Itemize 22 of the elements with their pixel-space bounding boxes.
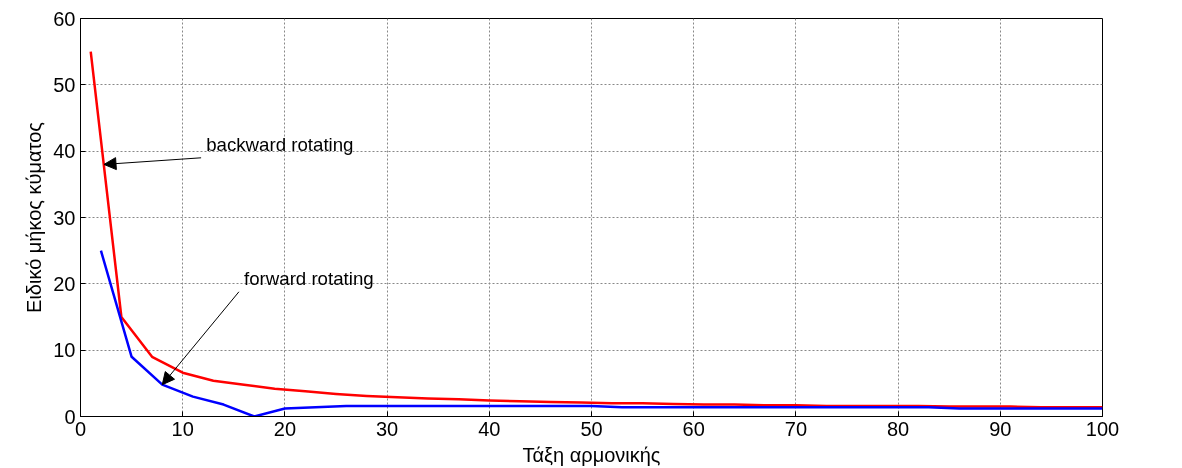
line-series — [99, 249, 1103, 417]
y-tick-label: 30 — [53, 206, 76, 229]
y-tick-label: 50 — [53, 73, 76, 96]
x-tick-label: 90 — [989, 417, 1012, 440]
x-tick-label: 60 — [682, 417, 705, 440]
x-tick-label: 10 — [171, 417, 194, 440]
annotation: forward rotating — [244, 268, 374, 290]
y-tick-label: 40 — [53, 140, 76, 163]
line-series — [89, 50, 1103, 409]
x-tick-label: 100 — [1085, 417, 1120, 440]
y-tick-label: 20 — [53, 272, 76, 295]
x-tick-label: 20 — [273, 417, 297, 440]
x-tick-label: 50 — [580, 417, 603, 440]
x-axis-title: Τάξη αρμονικής — [522, 443, 661, 466]
x-tick-label: 40 — [478, 417, 501, 440]
annotation: backward rotating — [206, 134, 354, 156]
y-tick-label: 10 — [53, 339, 76, 362]
x-tick-label: 30 — [375, 417, 399, 440]
x-tick-label: 80 — [886, 417, 910, 440]
y-tick-label: 60 — [53, 7, 76, 30]
y-axis-title: Ειδικό μήκος κύματος — [23, 121, 46, 313]
x-tick-label: 70 — [784, 417, 808, 440]
